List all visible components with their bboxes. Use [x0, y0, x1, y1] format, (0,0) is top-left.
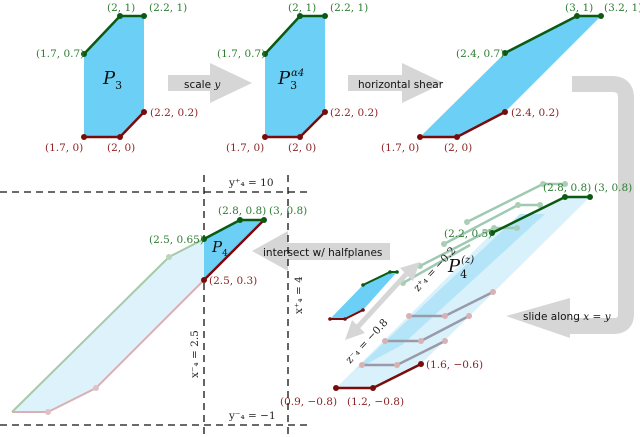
vertex-label: (3.2, 1): [604, 2, 640, 14]
arrow-scale-y: scale y: [168, 63, 252, 103]
polygon-p3: P3 (1.7, 0.7) (2, 1) (2.2, 1) (1.7, 0) (…: [36, 2, 198, 154]
vertex-label: (2.2, 0.5): [444, 228, 492, 240]
vertex-label: (2.4, 0.2): [511, 107, 559, 119]
vertex-label: (2, 0): [288, 142, 316, 154]
vertex-label: (3, 1): [565, 2, 593, 14]
y-minus-label: y⁻₄ = −1: [228, 410, 276, 422]
vertex-label: (1.6, −0.6): [426, 359, 483, 371]
vertex-label: (2.4, 0.7): [456, 48, 504, 60]
vertex-label: (3, 0.8): [594, 182, 632, 194]
vertex-label: (1.7, 0): [226, 142, 264, 154]
vertex-label: (1.7, 0): [45, 142, 83, 154]
arrow-slide-label: slide along x = y: [523, 311, 612, 323]
p4z-title: P4(z): [447, 255, 474, 281]
vertex-label: (2, 1): [107, 2, 135, 14]
vertex-label: (3, 0.8): [269, 205, 307, 217]
arrow-intersect-label: intersect w/ halfplanes: [263, 247, 382, 259]
p4-title: P4: [211, 238, 228, 259]
arrow-intersect: intersect w/ halfplanes: [252, 231, 390, 271]
vertex-label: (2.2, 1): [330, 2, 368, 14]
p3-title: P3: [102, 68, 122, 92]
polygon-sheared: (2.4, 0.7) (3, 1) (3.2, 1) (1.7, 0) (2, …: [381, 2, 640, 154]
vertex-label: (1.7, 0): [381, 142, 419, 154]
vertex-label: (2, 1): [288, 2, 316, 14]
vertex-label: (1.7, 0.7): [36, 48, 84, 60]
arrow-scale-label: scale y: [184, 79, 221, 91]
vertex-label: (2.2, 0.2): [330, 107, 378, 119]
vertex-label: (2.5, 0.3): [209, 275, 257, 287]
p3-alpha4-title: P3α4: [277, 68, 304, 92]
vertex-label: (2.2, 1): [149, 2, 187, 14]
vertex-label: (2, 0): [107, 142, 135, 154]
vertex-label: (2.8, 0.8): [218, 205, 266, 217]
halfplane-lines: y⁺₄ = 10 y⁻₄ = −1 x⁺₄ = 4 x⁻₄ = 2.5: [0, 175, 312, 437]
y-plus-label: y⁺₄ = 10: [228, 177, 274, 189]
vertex-label: (0.9, −0.8): [280, 396, 337, 408]
arrow-shear-label: horizontal shear: [358, 79, 444, 91]
vertex-label: (2.2, 0.2): [150, 107, 198, 119]
x-minus-label: x⁻₄ = 2.5: [189, 330, 201, 378]
polygon-p3-alpha4: P3α4 (1.7, 0.7) (2, 1) (2.2, 1) (1.7, 0)…: [217, 2, 378, 154]
vertex-label: (2, 0): [444, 142, 472, 154]
vertex-label: (2.5, 0.65): [149, 234, 204, 246]
x-plus-label: x⁺₄ = 4: [293, 276, 305, 314]
vertex-label: (1.2, −0.8): [347, 396, 404, 408]
polygon-p4-region: P4 (2.5, 0.65) (2.8, 0.8) (3, 0.8) (2.5,…: [11, 205, 307, 415]
vertex-label: (1.7, 0.7): [217, 48, 265, 60]
arrow-horizontal-shear: horizontal shear: [348, 63, 444, 103]
polygon-family-p4z: P4(z) (2.2, 0.5) (2.8, 0.8) (3, 0.8) (0.…: [280, 181, 632, 408]
arrow-slide-along: slide along x = y: [506, 76, 634, 338]
vertex-label: (2.8, 0.8): [543, 182, 591, 194]
